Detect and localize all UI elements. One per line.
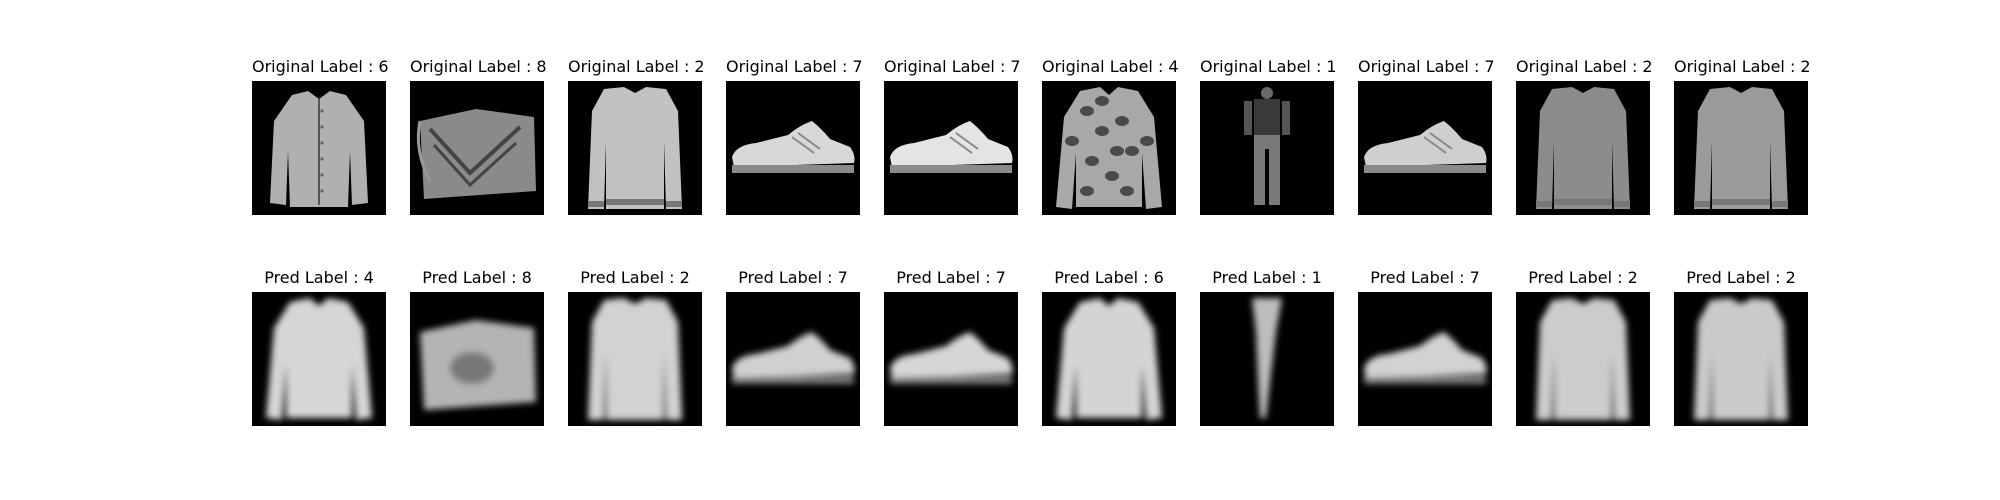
- pred-image: [1200, 292, 1334, 426]
- original-label-title: Original Label : 2: [1674, 57, 1811, 76]
- original-label-title: Original Label : 1: [1200, 57, 1337, 76]
- pred-cell: Pred Label : 8: [410, 268, 544, 426]
- original-image: [1200, 81, 1334, 215]
- pred-image: [1674, 292, 1808, 426]
- pullover-icon: [1694, 298, 1788, 420]
- original-label-title: Original Label : 2: [1516, 57, 1653, 76]
- original-image: [884, 81, 1018, 215]
- original-cell: Original Label : 4: [1042, 57, 1179, 215]
- original-label-title: Original Label : 6: [252, 57, 389, 76]
- trouser-icon: [1252, 298, 1282, 418]
- sneaker-icon: [890, 121, 1013, 173]
- original-label-title: Original Label : 7: [726, 57, 863, 76]
- pred-cell: Pred Label : 6: [1042, 268, 1176, 426]
- original-image: [1516, 81, 1650, 215]
- pred-image: [410, 292, 544, 426]
- original-cell: Original Label : 8: [410, 57, 547, 215]
- pred-label-title: Pred Label : 7: [1370, 268, 1480, 287]
- sneaker-icon: [732, 332, 855, 384]
- pred-image: [252, 292, 386, 426]
- trouser-icon: [1244, 87, 1290, 205]
- pred-label-title: Pred Label : 2: [580, 268, 690, 287]
- coat-icon: [266, 298, 372, 420]
- original-label-title: Original Label : 8: [410, 57, 547, 76]
- original-cell: Original Label : 6: [252, 57, 389, 215]
- original-label-title: Original Label : 2: [568, 57, 705, 76]
- original-cell: Original Label : 2: [1674, 57, 1811, 215]
- shirt-icon: [270, 91, 368, 207]
- pullover-icon: [588, 298, 682, 420]
- pred-label-title: Pred Label : 8: [422, 268, 532, 287]
- original-label-title: Original Label : 4: [1042, 57, 1179, 76]
- pred-label-title: Pred Label : 4: [264, 268, 374, 287]
- coat-icon: [1056, 298, 1162, 420]
- pred-label-title: Pred Label : 6: [1054, 268, 1164, 287]
- original-image: [1042, 81, 1176, 215]
- original-cell: Original Label : 7: [1358, 57, 1495, 215]
- pullover-icon: [1536, 87, 1630, 209]
- pred-cell: Pred Label : 7: [726, 268, 860, 426]
- bag-icon: [420, 320, 536, 410]
- sneaker-icon: [890, 332, 1013, 384]
- original-image: [726, 81, 860, 215]
- original-image: [252, 81, 386, 215]
- pred-label-title: Pred Label : 7: [896, 268, 1006, 287]
- original-cell: Original Label : 1: [1200, 57, 1337, 215]
- pred-cell: Pred Label : 4: [252, 268, 386, 426]
- pullover-icon: [588, 87, 682, 209]
- sneaker-icon: [1364, 121, 1487, 173]
- original-cell: Original Label : 2: [568, 57, 705, 215]
- pred-image: [1516, 292, 1650, 426]
- pred-cell: Pred Label : 2: [1516, 268, 1650, 426]
- pred-label-title: Pred Label : 2: [1528, 268, 1638, 287]
- pred-image: [1358, 292, 1492, 426]
- pred-image: [884, 292, 1018, 426]
- pred-cell: Pred Label : 2: [568, 268, 702, 426]
- pred-label-title: Pred Label : 7: [738, 268, 848, 287]
- bag-icon: [416, 109, 536, 199]
- pred-cell: Pred Label : 7: [884, 268, 1018, 426]
- pred-cell: Pred Label : 7: [1358, 268, 1492, 426]
- original-cell: Original Label : 2: [1516, 57, 1653, 215]
- coat-icon: [1056, 87, 1162, 209]
- pred-label-title: Pred Label : 1: [1212, 268, 1322, 287]
- original-image: [1358, 81, 1492, 215]
- original-image: [568, 81, 702, 215]
- pred-image: [568, 292, 702, 426]
- original-cell: Original Label : 7: [884, 57, 1021, 215]
- pullover-icon: [1694, 87, 1788, 209]
- pred-cell: Pred Label : 1: [1200, 268, 1334, 426]
- pred-cell: Pred Label : 2: [1674, 268, 1808, 426]
- sneaker-icon: [732, 121, 855, 173]
- original-label-title: Original Label : 7: [884, 57, 1021, 76]
- pullover-icon: [1536, 298, 1630, 420]
- original-image: [410, 81, 544, 215]
- pred-label-title: Pred Label : 2: [1686, 268, 1796, 287]
- pred-image: [1042, 292, 1176, 426]
- pred-image: [726, 292, 860, 426]
- original-label-title: Original Label : 7: [1358, 57, 1495, 76]
- original-cell: Original Label : 7: [726, 57, 863, 215]
- original-image: [1674, 81, 1808, 215]
- sneaker-icon: [1364, 332, 1487, 384]
